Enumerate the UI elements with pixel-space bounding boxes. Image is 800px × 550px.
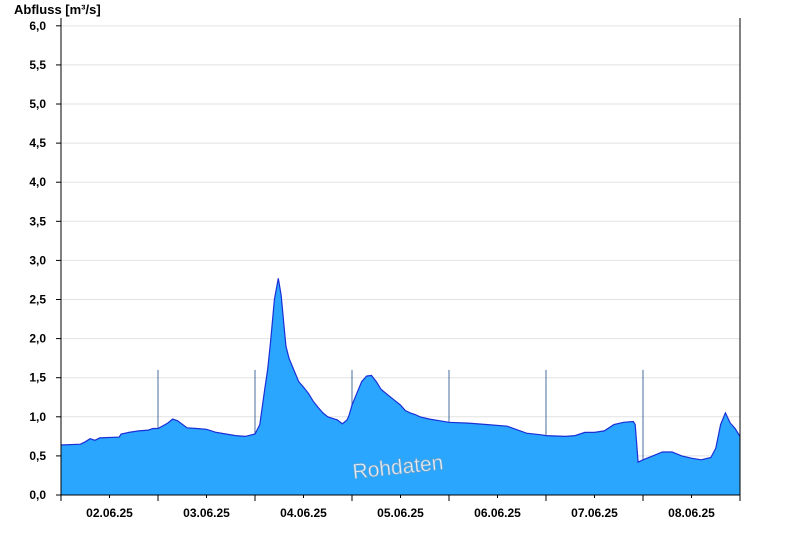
y-tick-label: 4,0	[29, 175, 46, 189]
grid-lines	[56, 25, 740, 496]
y-tick-label: 2,5	[29, 293, 46, 307]
y-tick-label: 5,5	[29, 58, 46, 72]
x-tick-label: 05.06.25	[377, 506, 424, 520]
y-tick-label: 4,5	[29, 136, 46, 150]
y-tick-label: 2,0	[29, 332, 46, 346]
x-tick-label: 02.06.25	[86, 506, 133, 520]
y-tick-label: 5,0	[29, 97, 46, 111]
x-tick-label: 03.06.25	[183, 506, 230, 520]
y-tick-label: 6,0	[29, 19, 46, 33]
axes	[60, 18, 741, 501]
y-axis-label: Abfluss [m³/s]	[14, 2, 101, 17]
x-tick-label: 04.06.25	[280, 506, 327, 520]
x-tick-label: 06.06.25	[474, 506, 521, 520]
y-axis-tick-labels: 0,0 0,5 1,0 1,5 2,0 2,5 3,0 3,5 4,0 4,5 5,0 5,5 6,0	[29, 19, 46, 502]
y-tick-label: 0,0	[29, 488, 46, 502]
x-axis-tick-labels: 02.06.25 03.06.25 04.06.25 05.06.25 06.06.25…	[86, 506, 715, 520]
y-tick-label: 0,5	[29, 449, 46, 463]
y-tick-label: 3,5	[29, 214, 46, 228]
y-tick-label: 1,0	[29, 410, 46, 424]
y-tick-label: 1,5	[29, 371, 46, 385]
y-tick-label: 3,0	[29, 253, 46, 267]
x-tick-label: 08.06.25	[668, 506, 715, 520]
x-tick-label: 07.06.25	[571, 506, 618, 520]
discharge-area	[61, 278, 740, 495]
discharge-line	[60, 278, 741, 464]
